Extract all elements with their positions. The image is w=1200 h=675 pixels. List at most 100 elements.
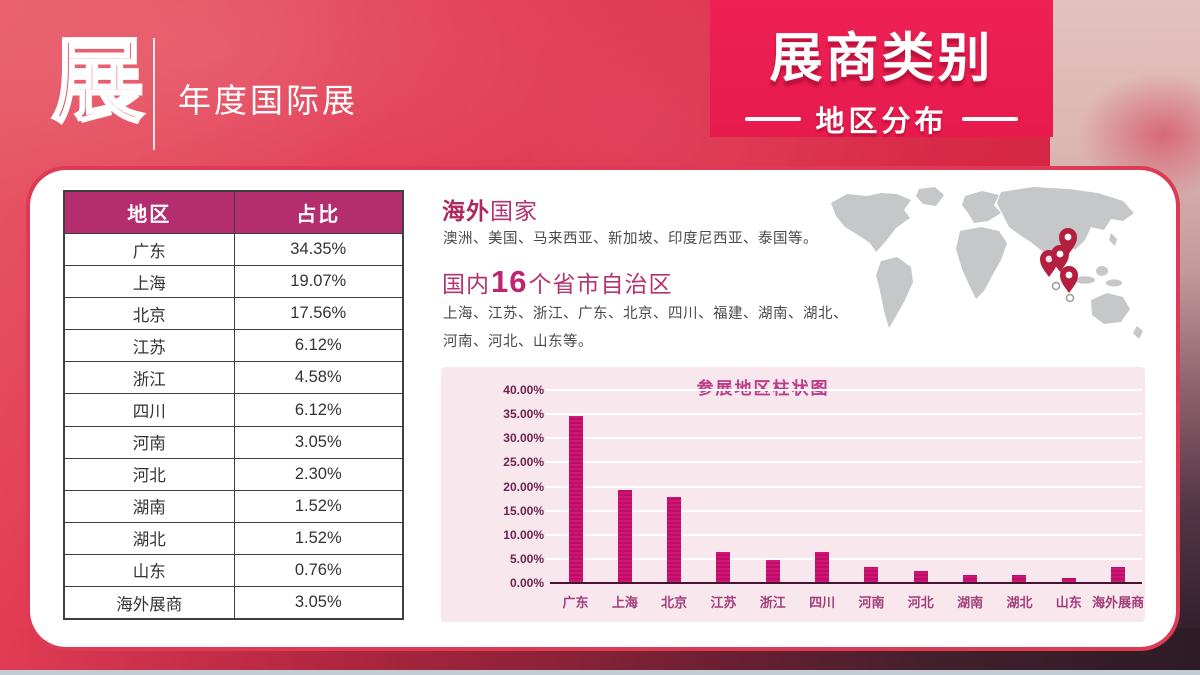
table-row: 上海 19.07% xyxy=(65,265,402,298)
region-cell: 海外展商 xyxy=(65,587,234,619)
chart-plot-area: 40.00% 35.00% 30.00% 25.00% 20.00% 15.00% 10.0… xyxy=(503,383,1144,610)
table-header-row: 地区 占比 xyxy=(65,192,402,233)
x-axis-tick-label: 湖北 xyxy=(1006,595,1033,610)
share-cell: 1.52% xyxy=(233,522,402,554)
table-row: 江苏 6.12% xyxy=(65,329,402,362)
dash-left xyxy=(745,117,802,121)
x-axis-tick-label: 山东 xyxy=(1055,595,1082,610)
y-axis-tick-label: 30.00% xyxy=(503,431,544,446)
region-cell: 四川 xyxy=(65,394,234,426)
y-axis-tick-label: 25.00% xyxy=(503,455,544,470)
region-cell: 北京 xyxy=(65,298,234,330)
share-cell: 2.30% xyxy=(233,458,402,490)
x-axis-tick-label: 北京 xyxy=(661,595,688,610)
table-row: 湖南 1.52% xyxy=(65,489,402,522)
table-row: 海外展商 3.05% xyxy=(65,586,402,619)
x-axis-tick-label: 河南 xyxy=(858,595,885,610)
gridline xyxy=(546,509,1142,512)
bar-北京 xyxy=(667,497,682,582)
map-dot-icon xyxy=(1065,293,1075,303)
bar-四川 xyxy=(815,552,830,582)
table-row: 广东 34.35% xyxy=(65,233,402,266)
y-axis-tick-label: 15.00% xyxy=(503,503,544,518)
y-axis-tick-label: 35.00% xyxy=(503,407,544,422)
domestic-heading: 国内16个省市自治区 xyxy=(442,264,672,300)
world-map xyxy=(831,187,1143,339)
overseas-countries-text: 澳洲、美国、马来西亚、新加坡、印度尼西亚、泰国等。 xyxy=(443,231,818,247)
share-cell: 34.35% xyxy=(233,234,402,266)
share-cell: 0.76% xyxy=(233,554,402,587)
x-axis-line xyxy=(550,581,1142,584)
region-cell: 江苏 xyxy=(65,330,234,362)
y-axis-tick-label: 40.00% xyxy=(503,383,544,397)
y-axis-tick-label: 5.00% xyxy=(509,551,544,566)
domestic-heading-prefix: 国内 xyxy=(442,271,490,297)
map-pin-icon xyxy=(1059,228,1077,255)
table-row: 浙江 4.58% xyxy=(65,361,402,394)
table-row: 山东 0.76% xyxy=(65,553,402,587)
bar-江苏 xyxy=(716,552,731,582)
domestic-provinces-text: 上海、江苏、浙江、广东、北京、四川、福建、湖南、湖北、河南、河北、山东等。 xyxy=(443,306,848,351)
content-card: 地区 占比 广东 34.35% 上海 19.07% 北京 17.56% 江苏 6.12% 浙江 4.5… xyxy=(30,170,1176,647)
logo-divider xyxy=(153,38,155,150)
x-axis-tick-label: 江苏 xyxy=(710,595,737,610)
continents xyxy=(831,187,1143,339)
table-row: 北京 17.56% xyxy=(65,297,402,330)
bar-海外展商 xyxy=(1111,567,1126,582)
bar-上海 xyxy=(617,490,632,582)
bar-湖南 xyxy=(963,574,978,582)
bar-广东 xyxy=(568,416,583,582)
x-axis-tick-label: 四川 xyxy=(809,595,836,610)
share-cell: 17.56% xyxy=(233,298,402,330)
y-axis-tick-label: 10.00% xyxy=(503,527,544,542)
x-axis-tick-label: 湖南 xyxy=(957,595,984,610)
bottom-edge-strip xyxy=(0,670,1200,675)
gridline xyxy=(546,461,1142,464)
region-cell: 湖北 xyxy=(65,522,234,554)
bar-chart-panel: 参展地区柱状图 40.00% 35.00% 30.00% 25.00% 20.00% 15… xyxy=(441,367,1145,622)
share-cell: 4.58% xyxy=(233,362,402,394)
gridline xyxy=(546,533,1142,536)
bar-浙江 xyxy=(765,559,780,582)
overseas-heading-em: 海外 xyxy=(442,198,490,224)
table-row: 四川 6.12% xyxy=(65,393,402,426)
share-cell: 6.12% xyxy=(233,330,402,362)
share-cell: 6.12% xyxy=(233,394,402,426)
chart-title: 参展地区柱状图 xyxy=(441,374,1085,399)
header-subtitle: 年度国际展 xyxy=(178,82,358,119)
region-cell: 山东 xyxy=(65,554,234,587)
bar-河南 xyxy=(864,567,879,582)
dash-right xyxy=(961,117,1018,121)
region-cell: 河北 xyxy=(65,458,234,490)
map-pin-cluster xyxy=(1040,228,1078,303)
title-banner: 展商类别 地区分布 xyxy=(710,0,1053,138)
domestic-count: 16 xyxy=(491,264,528,299)
map-dot-icon xyxy=(1051,281,1061,291)
x-axis-tick-label: 浙江 xyxy=(759,595,786,610)
bar-河北 xyxy=(913,570,928,582)
region-share-table: 地区 占比 广东 34.35% 上海 19.07% 北京 17.56% 江苏 6.12% 浙江 4.5… xyxy=(63,190,404,621)
logo-zhan-outline: 展 xyxy=(50,31,145,133)
page-subtitle: 地区分布 xyxy=(815,106,948,138)
table-row: 河南 3.05% xyxy=(65,425,402,458)
bar-湖北 xyxy=(1012,574,1027,582)
table-header-cell: 占比 xyxy=(233,192,402,233)
map-pin-icon xyxy=(1060,266,1078,293)
share-cell: 3.05% xyxy=(233,587,402,619)
x-axis-tick-label: 河北 xyxy=(907,595,934,610)
region-cell: 广东 xyxy=(65,234,234,266)
x-axis-tick-label: 海外展商 xyxy=(1092,595,1145,610)
table-header-cell: 地区 xyxy=(65,192,234,233)
x-axis-tick-label: 广东 xyxy=(562,595,589,610)
y-axis-tick-label: 0.00% xyxy=(509,576,544,590)
bar-山东 xyxy=(1061,578,1076,582)
gridline xyxy=(546,557,1142,560)
page-title: 展商类别 xyxy=(769,29,994,88)
overseas-heading-rest: 国家 xyxy=(490,198,538,224)
gridline xyxy=(546,437,1142,440)
gridline xyxy=(546,389,1142,391)
gridline xyxy=(546,413,1142,416)
domestic-heading-suffix: 个省市自治区 xyxy=(528,271,673,297)
y-axis-tick-label: 20.00% xyxy=(503,479,544,494)
region-cell: 浙江 xyxy=(65,362,234,394)
